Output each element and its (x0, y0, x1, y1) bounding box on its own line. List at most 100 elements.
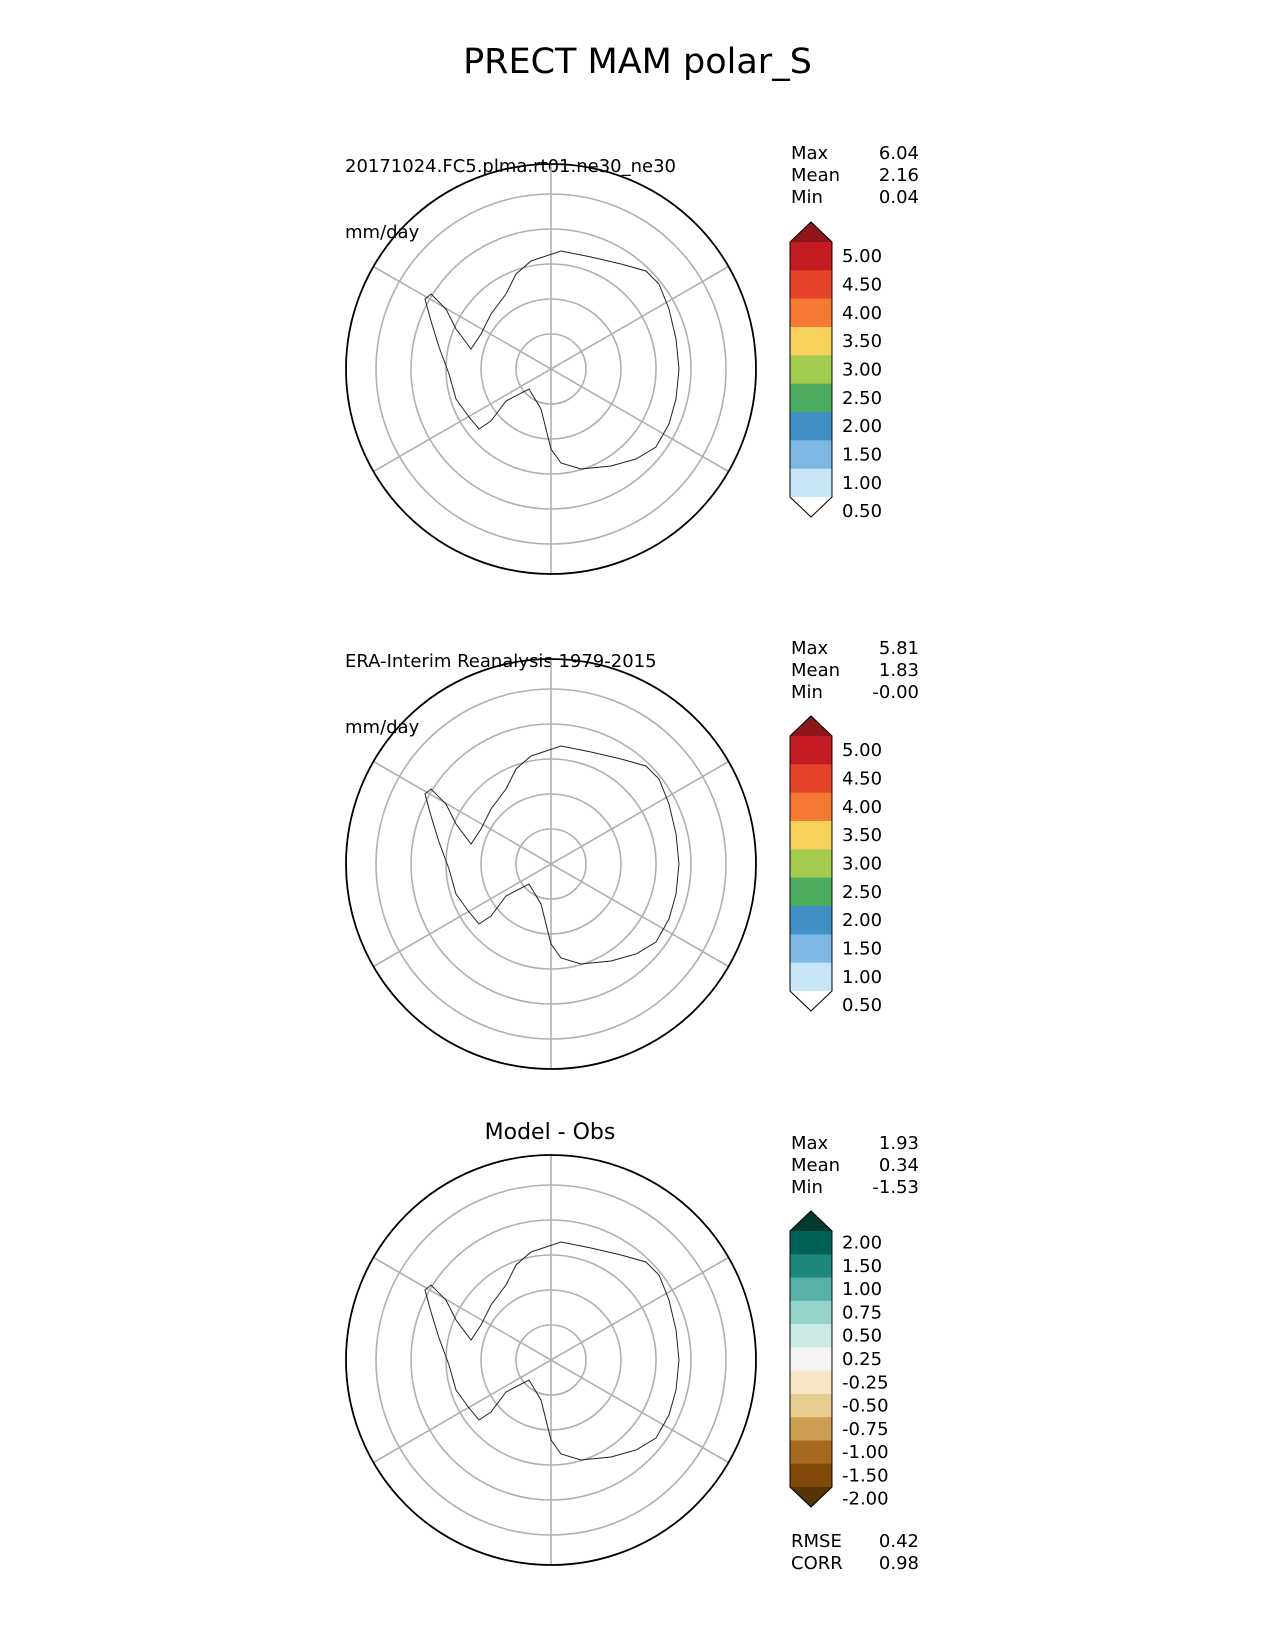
colorbar-bin (790, 1324, 832, 1348)
stat-mean: Mean 2.16 (791, 165, 919, 186)
colorbar-bin (790, 1347, 832, 1372)
peak-south-core (565, 543, 593, 555)
band-1-0 (446, 233, 679, 467)
coastline (424, 745, 680, 965)
colorbar-tick-label: 1.00 (842, 967, 882, 988)
colorbar-extend-max (790, 222, 832, 242)
colorbar-tick-label: 4.50 (842, 275, 882, 296)
panel-1-units: mm/day (345, 222, 420, 243)
map-1 (326, 159, 771, 594)
figure-title: PRECT MAM polar_S (463, 42, 812, 82)
colorbar-tick-label: 2.00 (842, 416, 882, 437)
anomaly-patch (477, 1400, 505, 1420)
colorbar-bin (790, 1417, 832, 1441)
colorbar-outline (789, 1210, 833, 1508)
colorbar-tick-label: 1.50 (842, 445, 882, 466)
colorbar-bin (790, 298, 832, 328)
colorbar-tick-label: 5.00 (842, 740, 882, 761)
panel-3-title: Model - Obs (484, 1120, 616, 1145)
colorbar-3: 2.001.501.000.750.500.25-0.25-0.50-0.75-… (789, 1210, 889, 1510)
colorbar-bin (790, 934, 832, 964)
colorbar-1: 5.00 4.50 4.00 3.50 3.00 2.50 2.00 1.50 1.00 0.50 (789, 221, 882, 522)
stat-min: Min -0.00 (791, 682, 919, 703)
colorbar-tick-label: 5.00 (842, 246, 882, 267)
stat-corr: CORR 0.98 (791, 1553, 919, 1574)
panel-2-stats: Max 5.81 Mean 1.83 Min -0.00 (791, 638, 919, 704)
map-boundary (345, 658, 757, 1070)
graticule (373, 164, 729, 574)
colorbar-tick-label: 2.50 (842, 388, 882, 409)
anomaly-patch (451, 1341, 471, 1369)
colorbar-tick-label: 4.50 (842, 769, 882, 790)
graticule (373, 659, 729, 1069)
band-1-0 (433, 718, 686, 972)
colorbar-bin (790, 242, 832, 271)
colorbar-bin (790, 355, 832, 385)
peak-south (541, 536, 621, 562)
map-boundary (345, 1154, 757, 1566)
coastline (424, 1241, 680, 1461)
stat-mean: Mean 1.83 (791, 660, 919, 681)
colorbar-extend-min (790, 497, 832, 517)
colorbar-tick-label: -1.00 (842, 1442, 889, 1463)
colorbar-tick-label: 0.50 (842, 1326, 882, 1347)
colorbar-tick-label: -0.50 (842, 1396, 889, 1417)
map-2-overlay (345, 658, 757, 1070)
band-near-zero-n (491, 1170, 731, 1250)
map-3-overlay (345, 1154, 757, 1566)
colorbar-bin (790, 792, 832, 822)
colorbar-tick-label: 3.50 (842, 331, 882, 352)
peninsula-band (448, 824, 464, 864)
colorbar-tick-label: 0.25 (842, 1349, 882, 1370)
colorbar-outline (789, 715, 833, 1012)
colorbar-tick-label: 4.00 (842, 797, 882, 818)
colorbar-bin (790, 764, 832, 794)
peak-west (346, 800, 366, 848)
colorbar-bin (790, 1231, 832, 1255)
colorbar-bin (790, 327, 832, 356)
band-0-5 (481, 253, 669, 459)
map-1-overlay (345, 163, 757, 575)
colorbar-bin (790, 383, 832, 413)
colorbar-bin (790, 1370, 832, 1395)
band-3-0-south (431, 514, 731, 594)
colorbar-tick-label: 1.00 (842, 473, 882, 494)
panel-1-title-line1: 20171024.FC5.plma.rt01.ne30_ne30 (345, 156, 677, 177)
band-1-0-s (541, 1532, 621, 1564)
band-0-5 (446, 733, 673, 960)
colorbar-outline (789, 221, 833, 518)
colorbar-bin (790, 1463, 832, 1488)
panel-2-units: mm/day (345, 717, 420, 738)
band-1-5 (421, 213, 696, 485)
panel-1-stats: Max 6.04 Mean 2.16 Min 0.04 (791, 143, 919, 209)
colorbar-tick-label: 0.50 (842, 995, 882, 1016)
colorbar-bin (790, 962, 832, 992)
colorbar-extend-min (790, 991, 832, 1011)
stat-min: Min 0.04 (791, 187, 919, 208)
stat-rmse: RMSE 0.42 (791, 1531, 919, 1552)
colorbar-bin (790, 1300, 832, 1325)
band-1-5 (413, 698, 704, 989)
stat-max: Max 1.93 (791, 1133, 919, 1154)
colorbar-bin (790, 736, 832, 765)
panel-1-title: 20171024.FC5.plma.rt01.ne30_ne30 mm/day (345, 112, 676, 266)
colorbar-tick-label: 3.00 (842, 854, 882, 875)
colorbar-tick-label: -0.25 (842, 1372, 889, 1393)
colorbar-bin (790, 821, 832, 850)
colorbar-bin (790, 412, 832, 441)
coastline (424, 250, 680, 470)
colorbar-bin (790, 270, 832, 300)
colorbar-tick-label: -1.50 (842, 1465, 889, 1486)
colorbar-tick-label: 1.00 (842, 1279, 882, 1300)
colorbar-tick-label: 1.50 (842, 1256, 882, 1277)
colorbar-tick-label: 0.50 (842, 501, 882, 522)
band-2-0 (391, 188, 722, 511)
stat-min: Min -1.53 (791, 1177, 919, 1198)
band-0-5-sw (336, 1380, 416, 1540)
band-near-zero (371, 1230, 671, 1530)
colorbar-tick-label: 3.00 (842, 360, 882, 381)
coastal-peak-se (643, 451, 671, 487)
colorbar-extend-max (790, 1211, 832, 1231)
colorbar-tick-label: 2.00 (842, 910, 882, 931)
